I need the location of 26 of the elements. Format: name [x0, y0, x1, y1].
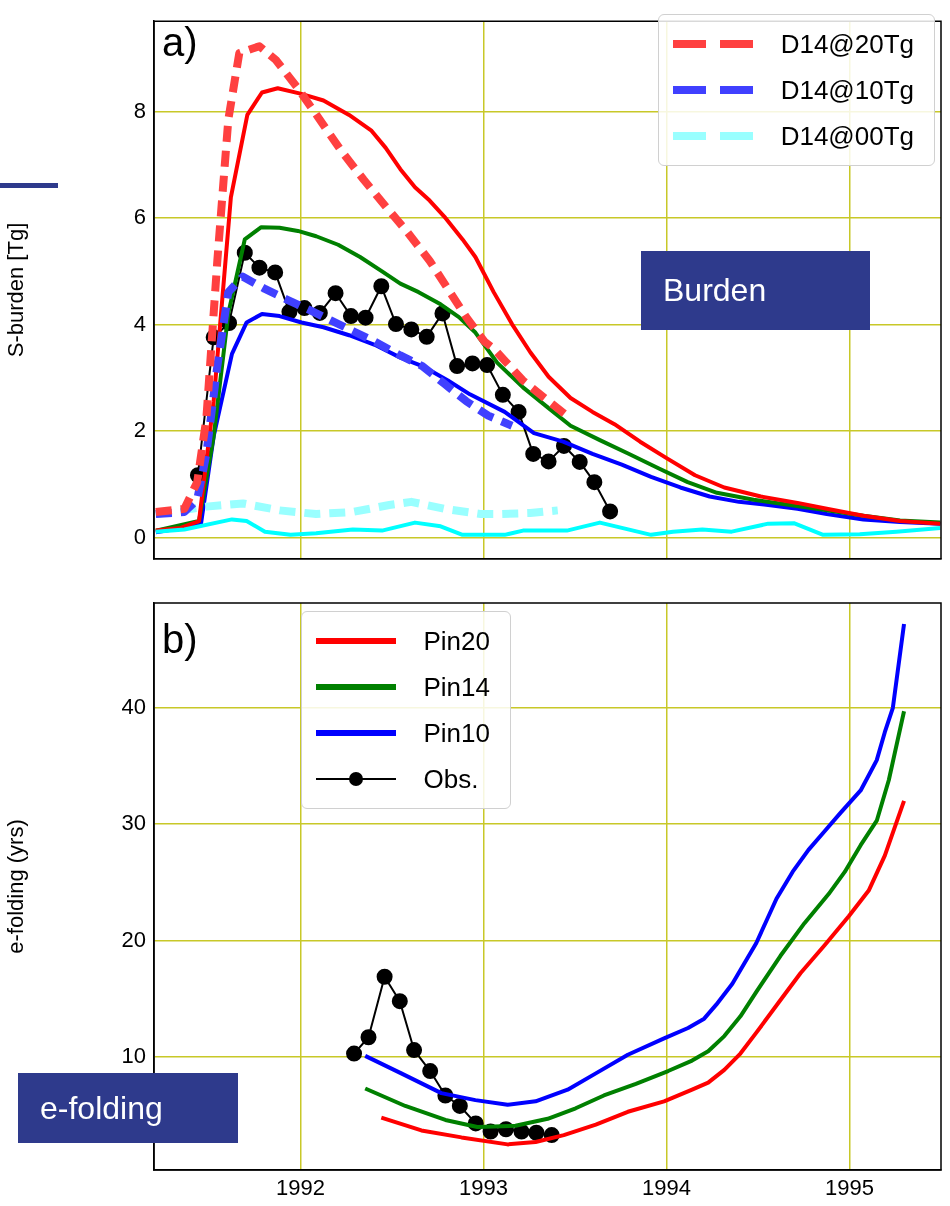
y-tick-label: 4 — [133, 310, 146, 336]
legend-label: D14@00Tg — [780, 120, 914, 152]
y-tick-label: 20 — [121, 926, 146, 952]
legend-label: Pin10 — [423, 717, 490, 749]
x-tick-label: 1994 — [641, 1175, 691, 1201]
y-tick-label: 40 — [121, 693, 146, 719]
y-tick-label: 8 — [133, 97, 146, 123]
y-tick-label: 10 — [121, 1043, 146, 1069]
annotation: a) — [162, 20, 198, 65]
caption-box: e-folding — [18, 1073, 238, 1143]
y-tick-label: 6 — [133, 204, 146, 230]
caption-box: Burden — [641, 251, 870, 330]
legend-label: Obs. — [423, 763, 479, 795]
legend-label: D14@10Tg — [780, 74, 914, 106]
y-axis-title: S-burden [Tg] — [3, 222, 29, 358]
annotation: b) — [162, 617, 198, 662]
y-tick-label: 30 — [121, 810, 146, 836]
legend-label: D14@20Tg — [780, 28, 914, 60]
x-tick-label: 1993 — [458, 1175, 508, 1201]
x-tick-label: 1995 — [825, 1175, 874, 1201]
y-tick-label: 0 — [133, 523, 146, 549]
legend-label: Pin14 — [423, 671, 490, 703]
legend-label: Pin20 — [423, 625, 490, 657]
y-axis-title: e-folding (yrs) — [3, 819, 29, 954]
x-tick-label: 1992 — [275, 1175, 325, 1201]
y-tick-label: 2 — [133, 417, 146, 443]
